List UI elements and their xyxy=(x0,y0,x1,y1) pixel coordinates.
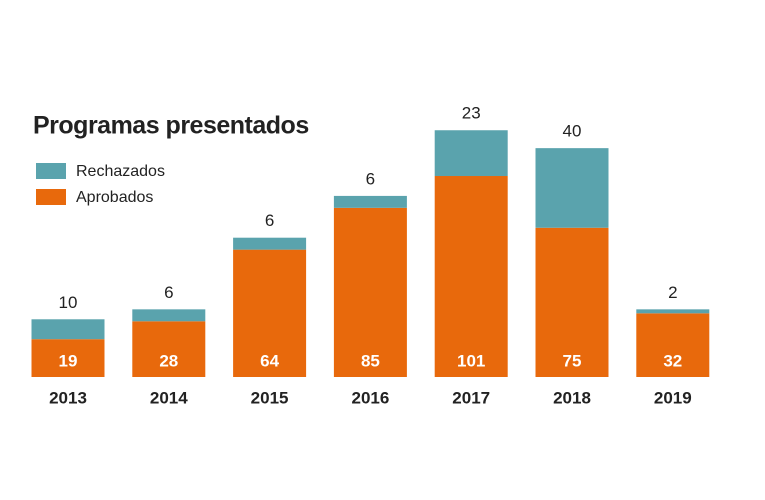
bar-segment xyxy=(132,309,206,322)
legend-label: Rechazados xyxy=(76,163,165,180)
bar-segment xyxy=(636,309,710,314)
bar-segment xyxy=(434,176,508,377)
bar-segment xyxy=(333,195,407,208)
bar-segment xyxy=(535,227,609,377)
x-tick-label: 2019 xyxy=(654,388,692,407)
bar-segment xyxy=(434,130,508,177)
bar-segment xyxy=(333,207,407,377)
value-label: 85 xyxy=(361,351,380,370)
chart-title: Programas presentados xyxy=(33,112,309,140)
x-tick-label: 2017 xyxy=(452,388,490,407)
bar-segment xyxy=(31,339,105,377)
value-label: 32 xyxy=(663,351,682,370)
legend-swatch xyxy=(36,163,66,179)
bar-segment xyxy=(535,148,609,228)
legend-label: Aprobados xyxy=(76,189,153,206)
bar-segment xyxy=(636,313,710,377)
value-label: 19 xyxy=(59,351,78,370)
legend-swatch xyxy=(36,189,66,205)
x-tick-label: 2013 xyxy=(49,388,87,407)
value-label: 10 xyxy=(59,293,78,312)
value-label: 6 xyxy=(164,283,173,302)
value-label: 23 xyxy=(462,104,481,123)
value-label: 75 xyxy=(563,351,582,370)
x-tick-label: 2014 xyxy=(150,388,188,407)
x-tick-label: 2015 xyxy=(251,388,289,407)
bar-segment xyxy=(31,319,105,340)
value-label: 101 xyxy=(457,351,485,370)
x-tick-label: 2016 xyxy=(351,388,389,407)
value-label: 6 xyxy=(265,211,274,230)
bar-segment xyxy=(233,237,307,250)
value-label: 6 xyxy=(366,169,375,188)
value-label: 40 xyxy=(563,122,582,141)
value-label: 28 xyxy=(159,351,178,370)
bar-segment xyxy=(132,321,206,377)
value-label: 2 xyxy=(668,283,677,302)
bar-segment xyxy=(233,249,307,377)
x-tick-label: 2018 xyxy=(553,388,591,407)
value-label: 64 xyxy=(260,351,279,370)
